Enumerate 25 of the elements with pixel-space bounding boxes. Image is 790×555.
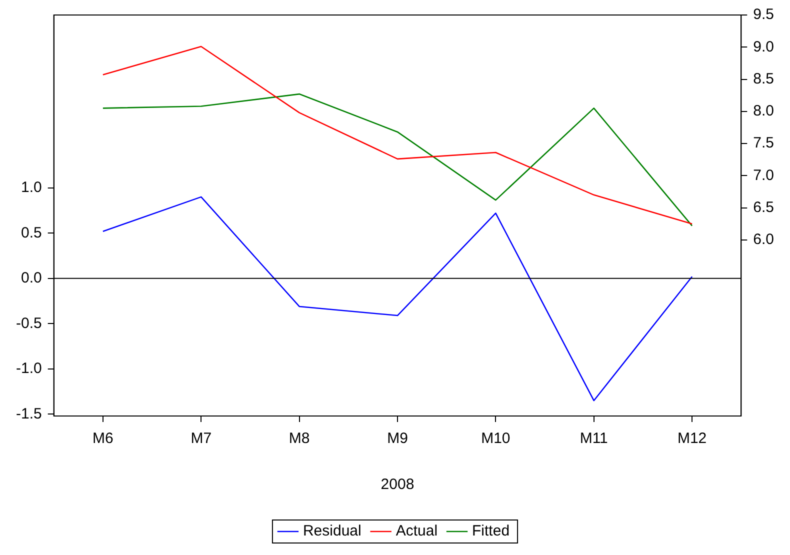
legend-label: Fitted [472, 522, 510, 540]
y2-tick-label: 6.5 [753, 198, 774, 216]
x-tick-label: M11 [580, 430, 608, 448]
x-tick-label: M10 [481, 430, 510, 448]
y2-tick-label: 9.0 [753, 38, 774, 56]
y2-tick-label: 7.5 [753, 134, 774, 152]
y2-tick-label: 9.5 [753, 6, 774, 24]
y-tick-label: -0.5 [16, 314, 42, 332]
y2-tick-label: 7.0 [753, 166, 774, 184]
x-axis-title: 2008 [380, 476, 414, 494]
legend-label: Residual [302, 522, 362, 540]
legend-label: Actual [396, 522, 438, 540]
x-tick-label: M9 [387, 430, 408, 448]
y2-tick-label: 8.0 [753, 102, 774, 120]
y2-tick-label: 8.5 [753, 70, 774, 88]
y2-tick-label: 6.0 [753, 231, 774, 248]
y-tick-label: -1.0 [16, 360, 42, 378]
y-tick-label: -1.5 [16, 405, 42, 422]
y-tick-label: 0.5 [20, 224, 42, 242]
x-tick-label: M6 [92, 430, 114, 448]
x-tick-label: M7 [190, 430, 212, 448]
x-tick-label: M12 [677, 430, 707, 448]
y-tick-label: 1.0 [20, 179, 42, 196]
x-tick-label: M8 [288, 430, 310, 448]
y-tick-label: 0.0 [20, 270, 42, 287]
